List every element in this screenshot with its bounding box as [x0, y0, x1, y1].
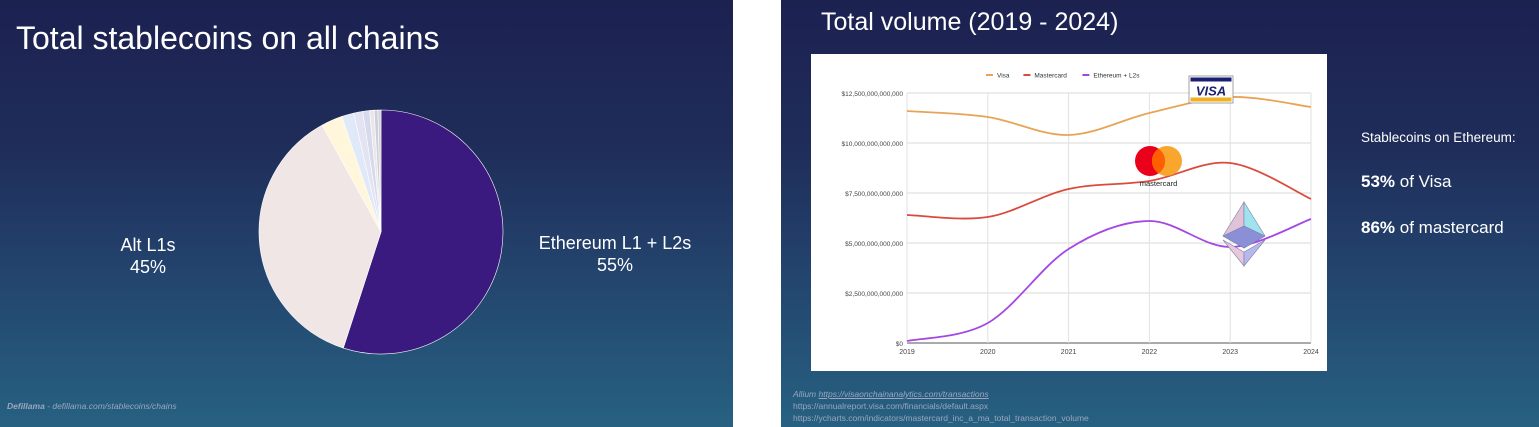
mastercard-share-percent: 86%	[1361, 218, 1396, 237]
mastercard-logo: mastercard	[1135, 146, 1182, 188]
visa-share-stat: 53% of Visa	[1361, 172, 1451, 192]
volume-slide: Total volume (2019 - 2024) $0 $2,500,000,…	[781, 0, 1539, 427]
legend-label: Ethereum + L2s	[1093, 73, 1140, 80]
visa-logo: VISA	[1188, 75, 1234, 104]
x-tick-label: 2024	[1303, 349, 1319, 356]
y-tick-label: $10,000,000,000,000	[842, 141, 904, 148]
volume-line-chart: $0 $2,500,000,000,000 $5,000,000,000,000 $7…	[842, 73, 1319, 357]
y-tick-label: $5,000,000,000,000	[845, 241, 903, 248]
source-ycharts-url: https://ycharts.com/indicators/mastercar…	[793, 413, 1089, 423]
visa-share-percent: 53%	[1361, 172, 1396, 191]
series-line-mastercard	[906, 161, 1312, 220]
x-tick-label: 2020	[980, 349, 996, 356]
slide-title: Total stablecoins on all chains	[16, 20, 440, 56]
source-citation: Defillama - defillama.com/stablecoins/ch…	[7, 401, 177, 411]
volume-chart-panel: $0 $2,500,000,000,000 $5,000,000,000,000 $7…	[811, 54, 1327, 371]
pie-slice-alt-l1s	[258, 124, 382, 349]
source-allium: Allium https://visaonchainanalytics.com/…	[793, 389, 989, 399]
x-tick-label: 2023	[1222, 349, 1238, 356]
series-line-ethereum-l2s	[906, 218, 1312, 342]
source-url: - defillama.com/stablecoins/chains	[44, 401, 177, 411]
alt-l1s-percent: 45%	[129, 257, 167, 277]
chart-legend: Visa Mastercard Ethereum + L2s	[986, 73, 1140, 80]
y-tick-label: $2,500,000,000,000	[845, 291, 903, 298]
mastercard-share-stat: 86% of mastercard	[1361, 218, 1504, 238]
pie-slice-ethereum-l1-l2s	[342, 109, 504, 355]
ethereum-name: Ethereum L1 + L2s	[538, 233, 692, 253]
x-tick-label: 2019	[899, 349, 915, 356]
legend-label: Visa	[997, 73, 1010, 80]
visa-share-text: of Visa	[1395, 172, 1452, 191]
alt-l1s-name: Alt L1s	[120, 235, 176, 255]
mastercard-logo-text: mastercard	[1140, 179, 1178, 188]
y-tick-label: $0	[896, 341, 904, 348]
source-allium-link[interactable]: https://visaonchainanalytics.com/transac…	[818, 389, 989, 399]
x-tick-label: 2021	[1061, 349, 1077, 356]
stats-heading: Stablecoins on Ethereum:	[1361, 130, 1516, 145]
y-tick-label: $7,500,000,000,000	[845, 191, 903, 198]
source-visa-url: https://annualreport.visa.com/financials…	[793, 401, 989, 411]
alt-l1s-label: Alt L1s 45%	[98, 234, 198, 278]
y-tick-label: $12,500,000,000,000	[842, 91, 904, 98]
legend-label: Mastercard	[1034, 73, 1067, 80]
ethereum-percent: 55%	[596, 255, 634, 275]
ethereum-icon	[1222, 200, 1266, 267]
source-brand: Defillama	[7, 401, 45, 411]
source-allium-name: Allium	[793, 389, 819, 399]
slide-title: Total volume (2019 - 2024)	[821, 8, 1119, 36]
pie-slice-other-8	[377, 109, 382, 233]
x-tick-label: 2022	[1142, 349, 1158, 356]
stablecoin-pie-chart	[258, 109, 504, 355]
series-line-visa	[906, 96, 1312, 136]
chart-gridlines	[906, 92, 1312, 344]
ethereum-label: Ethereum L1 + L2s 55%	[520, 232, 710, 276]
stablecoins-slide: Total stablecoins on all chains Alt L1s …	[0, 0, 733, 427]
mastercard-share-text: of mastercard	[1395, 218, 1504, 237]
visa-logo-text: VISA	[1196, 84, 1226, 99]
